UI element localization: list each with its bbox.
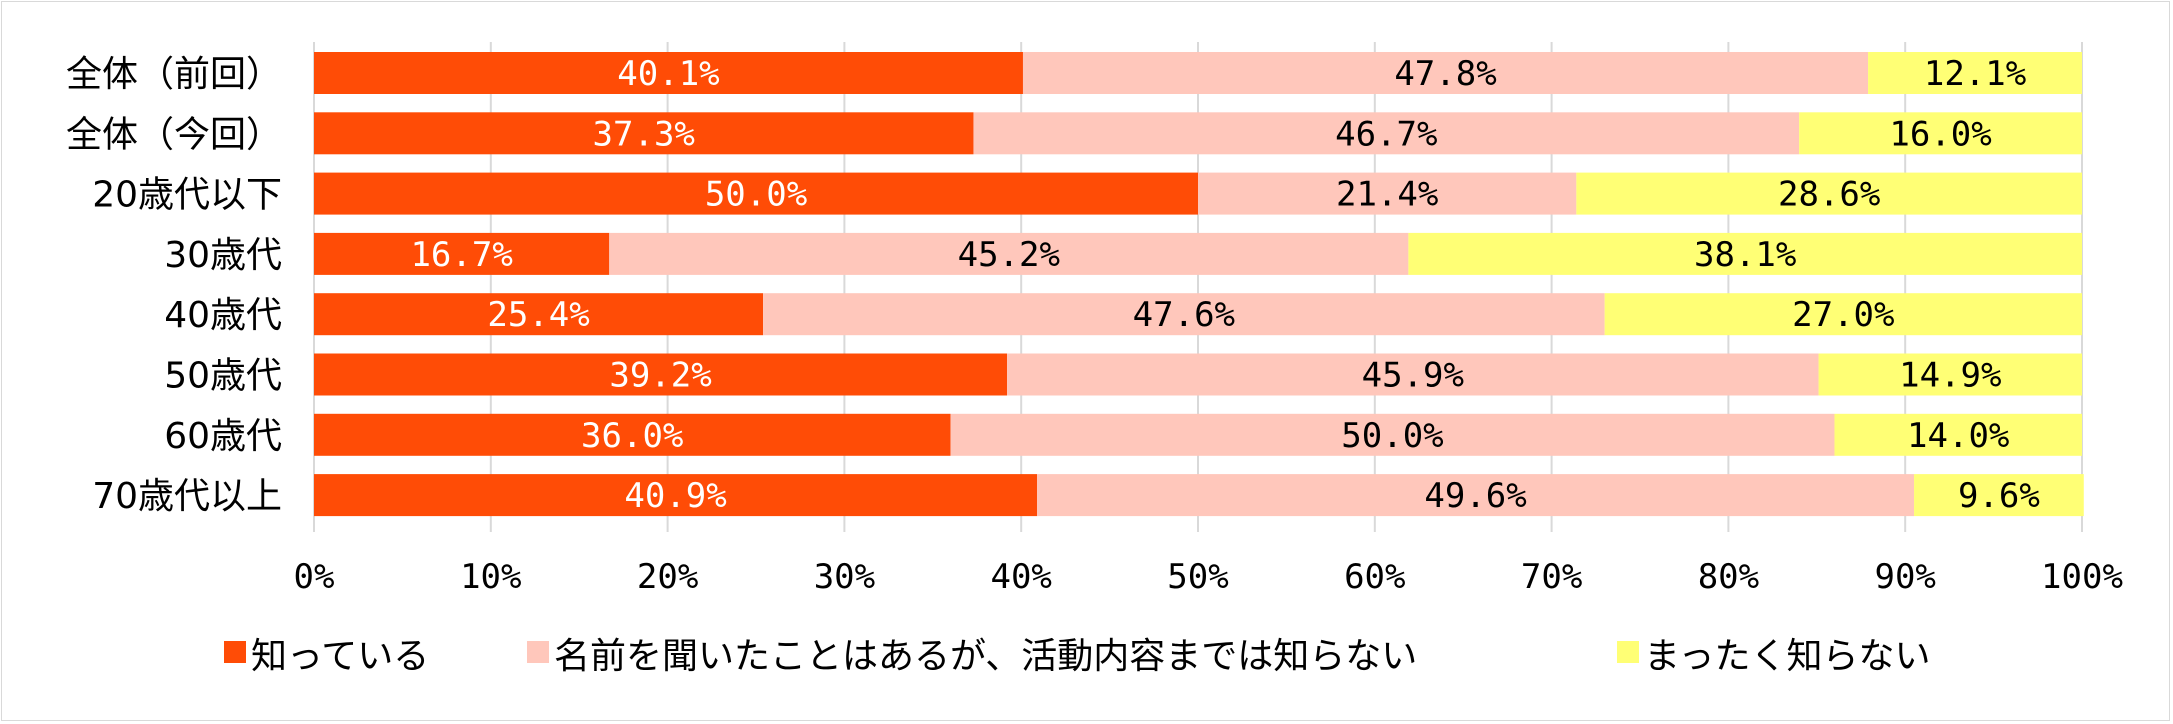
- legend-swatch: [1617, 641, 1639, 663]
- bar-segment: [609, 232, 1409, 275]
- bars: [314, 52, 2084, 517]
- legend-item: 名前を聞いたことはあるが、活動内容までは知らない: [527, 636, 1417, 677]
- data-label: 36.0%: [581, 416, 683, 456]
- data-label: 50.0%: [705, 175, 807, 215]
- legend-label: まったく知らない: [1644, 636, 1931, 677]
- data-label: 16.0%: [1889, 114, 1991, 154]
- data-label: 27.0%: [1792, 295, 1894, 335]
- bar-segment: [314, 413, 951, 456]
- category-label: 30歳代: [164, 235, 282, 276]
- data-label: 38.1%: [1694, 235, 1796, 275]
- legend-label: 知っている: [251, 636, 429, 677]
- category-label: 50歳代: [164, 356, 282, 397]
- data-label: 14.9%: [1899, 356, 2001, 396]
- bar-segment: [1914, 474, 2084, 517]
- data-label: 16.7%: [410, 235, 512, 275]
- category-label: 全体（今回）: [66, 114, 282, 155]
- data-label: 9.6%: [1958, 476, 2040, 516]
- bar-segment: [1834, 413, 2082, 456]
- data-label: 40.9%: [624, 476, 726, 516]
- legend-swatch: [224, 641, 246, 663]
- bar-segment: [763, 293, 1605, 336]
- bar-segment: [1604, 293, 2082, 336]
- category-label: 20歳代以下: [92, 175, 282, 216]
- bar-segment: [314, 474, 1038, 517]
- x-tick-label: 90%: [1874, 557, 1935, 597]
- x-tick-label: 70%: [1521, 557, 1582, 597]
- bar-segment: [1868, 52, 2082, 94]
- bar-segment: [314, 232, 610, 275]
- category-label: 40歳代: [164, 295, 282, 336]
- data-label: 47.6%: [1133, 295, 1235, 335]
- category-labels: 全体（前回） 全体（今回） 20歳代以下 30歳代 40歳代 50歳代 60歳代 70歳代以上: [66, 54, 282, 517]
- data-label: 45.9%: [1362, 356, 1464, 396]
- bar-segment: [314, 112, 974, 155]
- data-label: 37.3%: [593, 114, 695, 154]
- bar-segment: [1198, 172, 1577, 215]
- bar-segment: [1022, 52, 1869, 94]
- bar-segment: [1408, 232, 2082, 275]
- bar-segment: [1037, 474, 1915, 517]
- data-label: 25.4%: [487, 295, 589, 335]
- bar-segment: [314, 293, 764, 336]
- data-labels: 40.1% 47.8% 12.1% 37.3% 46.7% 16.0% 50.0% 21.4%…: [410, 54, 2039, 516]
- bar-segment: [973, 112, 1800, 155]
- bar-segment: [314, 52, 1023, 94]
- category-label: 60歳代: [164, 416, 282, 457]
- x-tick-label: 80%: [1698, 557, 1759, 597]
- data-label: 45.2%: [958, 235, 1060, 275]
- data-label: 40.1%: [617, 54, 719, 94]
- data-label: 14.0%: [1907, 416, 2009, 456]
- x-tick-label: 30%: [814, 557, 875, 597]
- bar-segment: [1007, 353, 1819, 396]
- bar-segment: [314, 353, 1008, 396]
- data-label: 50.0%: [1341, 416, 1443, 456]
- bar-segment: [1818, 353, 2082, 396]
- x-tick-label: 40%: [990, 557, 1051, 597]
- data-label: 47.8%: [1394, 54, 1496, 94]
- x-tick-label: 0%: [294, 557, 335, 597]
- data-label: 49.6%: [1424, 476, 1526, 516]
- legend: 知っている 名前を聞いたことはあるが、活動内容までは知らない まったく知らない: [224, 636, 1931, 677]
- category-label: 全体（前回）: [66, 54, 282, 95]
- x-tick-label: 10%: [460, 557, 521, 597]
- legend-item: 知っている: [224, 636, 429, 677]
- data-label: 39.2%: [609, 356, 711, 396]
- bar-segment: [1799, 112, 2082, 155]
- bar-segment: [950, 413, 1835, 456]
- data-label: 21.4%: [1336, 175, 1438, 215]
- bar-segment: [314, 172, 1198, 215]
- legend-swatch: [527, 641, 549, 663]
- bar-segment: [1576, 172, 2082, 215]
- data-label: 46.7%: [1335, 114, 1437, 154]
- data-label: 28.6%: [1778, 175, 1880, 215]
- x-tick-label: 50%: [1167, 557, 1228, 597]
- category-label: 70歳代以上: [92, 476, 282, 517]
- x-tick-label: 60%: [1344, 557, 1405, 597]
- x-tick-label: 100%: [2041, 557, 2123, 597]
- data-label: 12.1%: [1924, 54, 2026, 94]
- legend-item: まったく知らない: [1617, 636, 1931, 677]
- legend-label: 名前を聞いたことはあるが、活動内容までは知らない: [554, 636, 1417, 677]
- x-tick-label: 20%: [637, 557, 698, 597]
- x-axis-ticks: 0% 10% 20% 30% 40% 50% 60% 70% 80% 90% 100%: [294, 557, 2123, 597]
